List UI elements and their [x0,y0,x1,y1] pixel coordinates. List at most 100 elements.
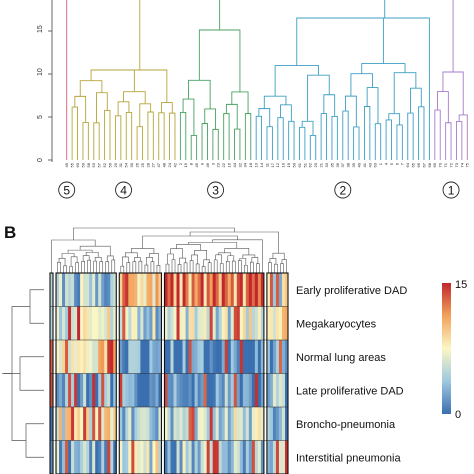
heatmap-cell [272,340,277,374]
heatmap-cell [50,340,54,374]
heatmap-cell [152,273,156,307]
heatmap-cell [68,273,72,307]
heatmap-cell [74,440,78,474]
dendrogram-link [139,103,152,127]
dendrogram-link [393,72,417,114]
leaf-label: 67 [421,162,426,167]
column-dendrogram-link [201,266,206,271]
dendrogram-link [296,17,384,66]
heatmap-cell [107,273,111,307]
column-dendrogram-link [179,257,186,265]
column-dendrogram-link [106,255,114,262]
heatmap-cell [242,273,247,307]
heatmap-cell [71,306,75,340]
heatmap-cell [203,407,207,441]
heatmap-cell [149,440,153,474]
dendrogram-link [353,126,360,148]
heatmap-cell [83,340,87,374]
column-dendrogram-link [167,253,174,265]
heatmap-row-label: Broncho-pneumonia [296,419,396,431]
leaf-label: 19 [286,162,291,167]
dendrogram-link [90,69,135,92]
heatmap-cell [134,407,138,441]
heatmap-cell [119,407,123,441]
heatmap-cell [113,440,117,474]
heatmap-cell [248,440,253,474]
dendrogram-link [179,112,187,131]
heatmap-cell [86,273,90,307]
column-dendrogram-link [207,262,212,269]
leaf-label: 55 [70,162,75,167]
heatmap-cell [125,306,129,340]
dendrogram-link [112,69,168,103]
heatmap-cell [254,273,259,307]
heatmap-cell [71,440,75,474]
heatmap-cell [65,373,69,407]
heatmap-cell [152,306,156,340]
dendrogram-link [258,108,271,127]
leaf-label: 38 [346,162,351,167]
heatmap-cell [257,306,262,340]
leaf-label: 36 [335,162,340,167]
heatmap-cell [119,273,123,307]
heatmap-cell [68,340,72,374]
column-dendrogram-link [61,253,75,259]
heatmap-cell [167,440,171,474]
heatmap-cell [227,440,232,474]
heatmap-cell [215,273,220,307]
heatmap-cell [236,373,241,407]
heatmap-cell [188,340,192,374]
heatmap-cell [56,407,60,441]
y-tick-label: 10 [37,68,44,76]
heatmap-row-label: Megakaryocytes [296,318,377,330]
heatmap-cell [185,340,189,374]
heatmap-cell [251,373,256,407]
dendrogram-link [458,114,468,149]
dendrogram-tree [66,0,468,160]
heatmap-cell [128,340,132,374]
heatmap-cell [182,440,186,474]
heatmap-cell [182,340,186,374]
heatmap-cell [278,373,283,407]
heatmap-cell [227,340,232,374]
dendrogram-link [366,87,379,124]
heatmap-cell [68,373,72,407]
leaf-label: 14 [259,162,264,167]
heatmap-cell [200,407,204,441]
heatmap-cell [281,340,286,374]
heatmap-cell [128,273,132,307]
heatmap-cell [173,340,177,374]
leaf-label: 69 [432,162,437,167]
heatmap-cell [119,306,123,340]
heatmap-cell [215,407,220,441]
dendrogram-link [114,115,122,136]
heatmap-cell [140,306,144,340]
dendrogram-link [125,112,133,133]
heatmap-cell [164,340,168,374]
heatmap-cell [101,273,105,307]
heatmap-cell [98,440,102,474]
heatmap-cell [143,306,147,340]
heatmap-cell [224,273,229,307]
heatmap-cell [272,440,277,474]
column-dendrogram-link [281,259,287,268]
heatmap-cell [281,440,286,474]
column-dendrogram-link [58,258,66,266]
heatmap-cell [209,340,213,374]
heatmap-cell [176,407,180,441]
dendrogram-link [182,98,195,136]
heatmap-cell [140,440,144,474]
heatmap-cell [149,407,153,441]
column-dendrogram-link [73,227,235,240]
heatmap-cell [212,440,216,474]
heatmap-cell [65,273,69,307]
heatmap-cell [77,340,81,374]
heatmap-cell [119,440,123,474]
heatmap-cell [236,273,241,307]
colorbar-gradient [442,283,451,414]
heatmap-cell [95,373,99,407]
heatmap-cell [131,306,135,340]
heatmap-cell [188,306,192,340]
heatmap-cell [92,306,96,340]
